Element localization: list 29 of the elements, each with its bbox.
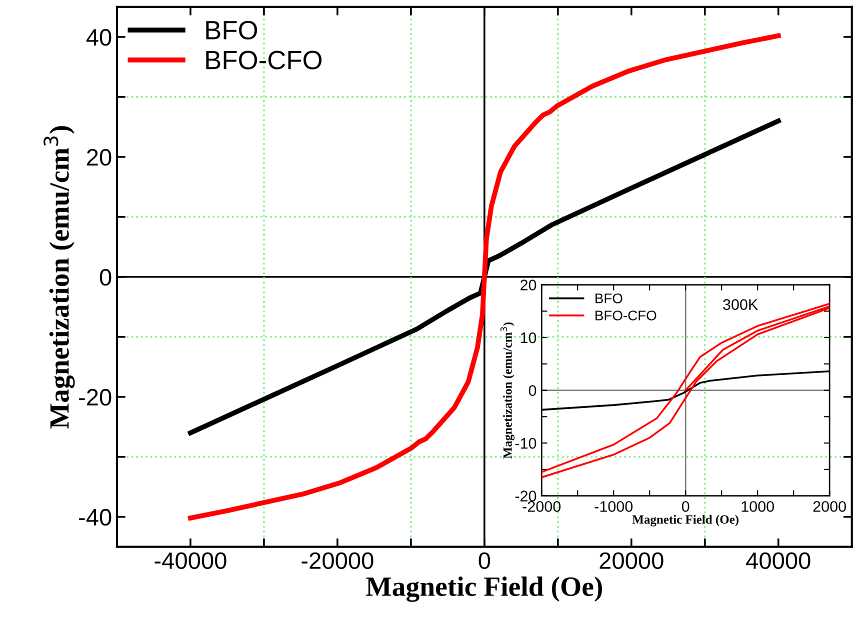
x-tick-label: -20000 (302, 552, 374, 570)
y-tick-label: 20 (87, 148, 112, 166)
y-tick-label: 40 (86, 28, 112, 46)
legend-label: BFO-CFO (596, 310, 656, 320)
y-tick-label: 20 (520, 280, 536, 290)
y-tick-label: 0 (528, 385, 536, 396)
y-tick-label: -20 (515, 490, 536, 502)
x-tick-label: 0 (478, 552, 490, 570)
y-tick-label: -10 (515, 438, 536, 449)
annotation: 300K (723, 299, 758, 310)
x-tick-label: 20000 (600, 552, 664, 570)
y-tick-label: -20 (79, 388, 112, 406)
legend-label: BFO (596, 293, 622, 304)
x-tick-label: -2000 (522, 501, 561, 512)
x-axis-title: Magnetic Field (Oe) (632, 514, 739, 526)
y-axis-title: Magnetization (emu/cm$^{3}$) (500, 322, 514, 459)
legend-label: BFO-CFO (206, 50, 322, 70)
x-tick-label: 1000 (742, 501, 774, 512)
y-tick-label: -40 (79, 508, 112, 526)
x-axis-title: Magnetic Field (Oe) (366, 576, 602, 602)
legend-label: BFO (206, 20, 258, 40)
x-tick-label: 0 (682, 501, 690, 512)
x-tick-label: -1000 (594, 501, 633, 512)
x-tick-label: -40000 (154, 552, 226, 570)
x-tick-label: 40000 (746, 552, 810, 570)
y-tick-label: 10 (520, 332, 536, 344)
x-tick-label: 2000 (813, 501, 846, 512)
y-axis-title: Magnetization (emu/cm$^{3}$) (44, 126, 75, 429)
y-tick-label: 0 (100, 268, 112, 286)
